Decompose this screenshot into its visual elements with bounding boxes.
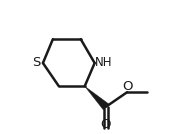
Text: NH: NH bbox=[95, 56, 112, 69]
Text: S: S bbox=[32, 56, 41, 69]
Text: O: O bbox=[122, 80, 132, 93]
Polygon shape bbox=[85, 86, 109, 110]
Text: O: O bbox=[101, 118, 111, 131]
